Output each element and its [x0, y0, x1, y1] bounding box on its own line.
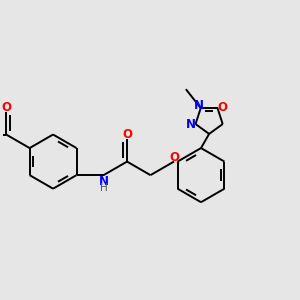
Text: O: O: [217, 101, 227, 114]
Text: N: N: [194, 99, 204, 112]
Text: N: N: [99, 175, 109, 188]
Text: H: H: [100, 183, 108, 193]
Text: O: O: [169, 151, 179, 164]
Text: N: N: [186, 118, 196, 130]
Text: O: O: [122, 128, 132, 141]
Text: O: O: [2, 101, 11, 114]
